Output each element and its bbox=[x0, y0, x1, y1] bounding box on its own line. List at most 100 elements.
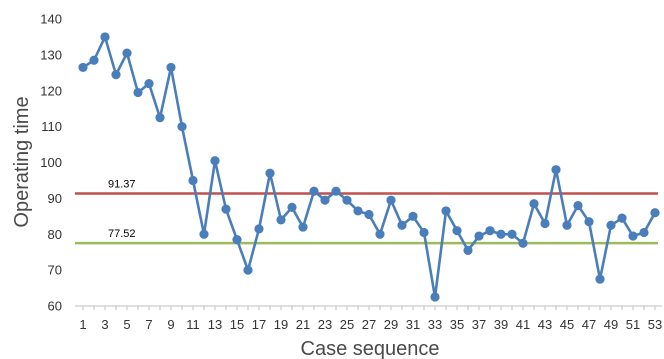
data-point bbox=[595, 274, 605, 284]
data-point bbox=[133, 87, 143, 98]
data-point bbox=[298, 222, 308, 232]
y-tick-label: 110 bbox=[41, 119, 62, 134]
x-tick-label: 25 bbox=[340, 317, 354, 332]
x-tick-label: 11 bbox=[186, 317, 200, 332]
x-tick-label: 29 bbox=[384, 317, 398, 332]
y-tick-label: 100 bbox=[40, 155, 62, 170]
x-tick-label: 39 bbox=[494, 317, 508, 332]
data-point bbox=[221, 204, 231, 214]
x-tick-label: 7 bbox=[145, 317, 152, 332]
data-point bbox=[419, 227, 429, 238]
data-point bbox=[397, 220, 407, 230]
x-tick-label: 43 bbox=[538, 317, 552, 332]
x-tick-label: 9 bbox=[167, 317, 174, 332]
data-point bbox=[639, 227, 649, 238]
reference-line-label: 77.52 bbox=[108, 228, 136, 240]
data-point bbox=[551, 165, 561, 175]
y-tick-label: 90 bbox=[48, 191, 62, 206]
y-tick-label: 80 bbox=[48, 227, 62, 242]
data-point bbox=[122, 48, 132, 58]
data-point bbox=[111, 70, 121, 80]
x-tick-label: 33 bbox=[428, 317, 442, 332]
data-point bbox=[573, 200, 583, 211]
data-point bbox=[452, 226, 462, 236]
y-tick-label: 60 bbox=[48, 299, 62, 314]
data-point bbox=[155, 113, 165, 123]
x-tick-label: 13 bbox=[208, 317, 222, 332]
x-tick-label: 51 bbox=[626, 317, 640, 332]
x-tick-label: 21 bbox=[296, 317, 310, 332]
series-line bbox=[82, 35, 657, 299]
x-tick-label: 17 bbox=[252, 317, 266, 332]
data-point bbox=[617, 213, 627, 223]
data-points bbox=[78, 32, 660, 302]
x-tick-label: 53 bbox=[648, 317, 662, 332]
x-tick-label: 47 bbox=[582, 317, 596, 332]
x-tick-label: 1 bbox=[79, 317, 86, 332]
data-point bbox=[309, 186, 319, 196]
data-point bbox=[430, 292, 440, 302]
x-axis-title: Case sequence bbox=[301, 338, 440, 359]
data-point bbox=[199, 229, 209, 239]
x-tick-label: 15 bbox=[230, 317, 244, 332]
x-tick-label: 49 bbox=[604, 317, 618, 332]
x-tick-label: 3 bbox=[101, 317, 108, 332]
data-point bbox=[386, 195, 396, 205]
data-point bbox=[331, 186, 341, 196]
y-tick-labels: 60 70 80 90 100 110 120 130 140 bbox=[40, 12, 62, 314]
reference-line-label: 91.37 bbox=[108, 178, 136, 190]
data-point bbox=[254, 224, 264, 234]
x-tick-label: 31 bbox=[406, 317, 420, 332]
data-point bbox=[562, 220, 572, 230]
data-point bbox=[166, 62, 176, 73]
data-point bbox=[628, 231, 638, 241]
data-point bbox=[507, 229, 517, 239]
data-point bbox=[474, 231, 484, 241]
data-point bbox=[364, 209, 374, 220]
data-point bbox=[485, 226, 495, 236]
y-tick-label: 120 bbox=[40, 83, 62, 98]
data-point bbox=[177, 122, 187, 132]
data-point bbox=[276, 215, 286, 225]
x-tick-label: 45 bbox=[560, 317, 574, 332]
operating-time-line bbox=[82, 35, 657, 299]
data-point bbox=[78, 62, 88, 73]
data-point bbox=[342, 195, 352, 205]
data-point bbox=[287, 202, 297, 212]
x-tick-label: 19 bbox=[274, 317, 288, 332]
y-axis-title: Operating time bbox=[11, 96, 33, 227]
data-point bbox=[265, 168, 275, 178]
data-point bbox=[518, 238, 528, 248]
axes bbox=[75, 305, 662, 310]
data-point bbox=[375, 229, 385, 239]
data-point bbox=[584, 217, 594, 227]
x-tick-label: 37 bbox=[472, 317, 486, 332]
x-tick-label: 41 bbox=[516, 317, 530, 332]
x-tick-label: 35 bbox=[450, 317, 464, 332]
data-point bbox=[232, 235, 242, 245]
data-point bbox=[408, 211, 418, 221]
data-point bbox=[529, 199, 539, 209]
y-tick-label: 130 bbox=[40, 47, 62, 62]
data-point bbox=[188, 175, 198, 186]
data-point bbox=[243, 265, 253, 275]
data-point bbox=[540, 218, 550, 229]
y-tick-label: 140 bbox=[40, 12, 62, 27]
x-tick-labels: 1 3 5 7 9 11 13 15 17 19 21 23 25 27 29 31 33 35 37 39 41 43 4… bbox=[79, 317, 662, 332]
data-point bbox=[89, 55, 99, 65]
data-point bbox=[496, 229, 506, 239]
y-tick-label: 70 bbox=[48, 263, 62, 278]
data-point bbox=[320, 195, 330, 205]
data-point bbox=[100, 32, 110, 42]
x-tick-label: 5 bbox=[123, 317, 130, 332]
data-point bbox=[353, 206, 363, 216]
data-point bbox=[144, 78, 154, 89]
data-point bbox=[441, 206, 451, 216]
x-tick-label: 23 bbox=[318, 317, 332, 332]
x-tick-label: 27 bbox=[362, 317, 376, 332]
data-point bbox=[210, 156, 220, 166]
data-point bbox=[650, 208, 660, 218]
data-point bbox=[606, 220, 616, 230]
data-point bbox=[463, 245, 473, 255]
